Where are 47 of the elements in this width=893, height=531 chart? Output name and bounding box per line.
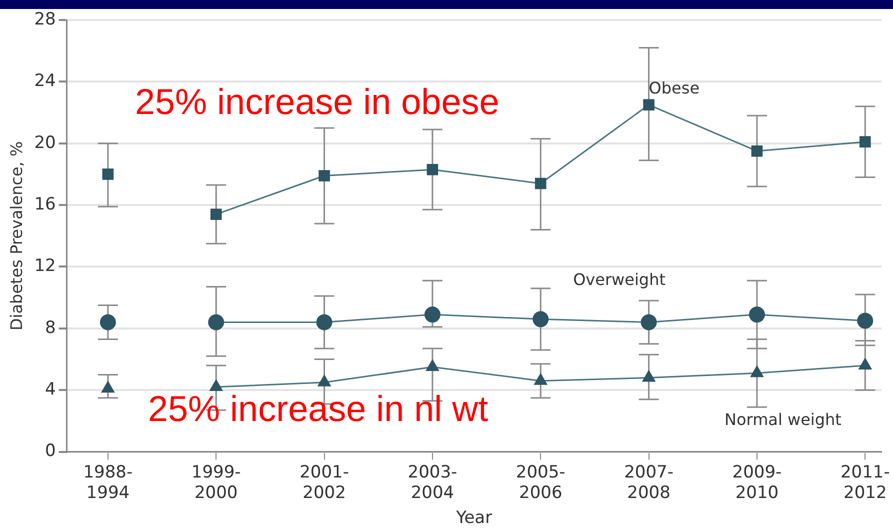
x-tick-label: 2005-2006 — [516, 462, 566, 503]
point — [316, 314, 332, 330]
point — [208, 314, 224, 330]
y-tick-label: 0 — [45, 441, 56, 462]
annotation: 25% increase in nl wt — [148, 388, 488, 429]
point — [317, 374, 332, 386]
x-tick-label: 2011-2012 — [840, 462, 890, 503]
y-tick-label: 28 — [34, 9, 56, 30]
point — [858, 357, 872, 370]
y-tick-label: 12 — [34, 256, 56, 276]
point — [318, 170, 330, 182]
point — [534, 372, 548, 385]
x-axis-title: Year — [455, 508, 492, 528]
point — [210, 208, 222, 220]
point — [642, 370, 656, 382]
y-tick-label: 4 — [45, 380, 56, 400]
y-tick-label: 24 — [34, 71, 56, 92]
x-tick-label: 1999-2000 — [191, 462, 241, 503]
y-tick-label: 16 — [34, 194, 56, 214]
x-tick-label: 2003-2004 — [408, 462, 458, 503]
annotation: 25% increase in obese — [135, 80, 500, 122]
point — [643, 99, 654, 110]
series-label: Overweight — [573, 270, 666, 289]
point — [750, 365, 764, 378]
point — [102, 168, 114, 180]
point — [748, 306, 765, 323]
point — [101, 380, 115, 393]
point — [424, 306, 440, 323]
point — [640, 314, 657, 330]
point — [857, 312, 874, 329]
point — [532, 311, 549, 328]
point — [534, 178, 546, 190]
point — [859, 136, 871, 148]
y-axis-title: Diabetes Prevalence, % — [6, 141, 26, 331]
x-tick-label: 2001-2002 — [300, 462, 349, 503]
point — [209, 379, 224, 392]
x-tick-label: 2009-2010 — [732, 462, 782, 503]
point — [751, 145, 763, 157]
point — [100, 314, 116, 330]
point — [426, 164, 438, 176]
point — [426, 358, 440, 371]
x-tick-label: 1988-1994 — [83, 462, 133, 503]
text: Normal weight — [724, 410, 842, 430]
y-tick-label: 20 — [34, 132, 56, 153]
y-tick-label: 8 — [45, 318, 56, 338]
series-label: Obese — [648, 78, 700, 98]
x-tick-label: 2007-2008 — [624, 462, 674, 503]
